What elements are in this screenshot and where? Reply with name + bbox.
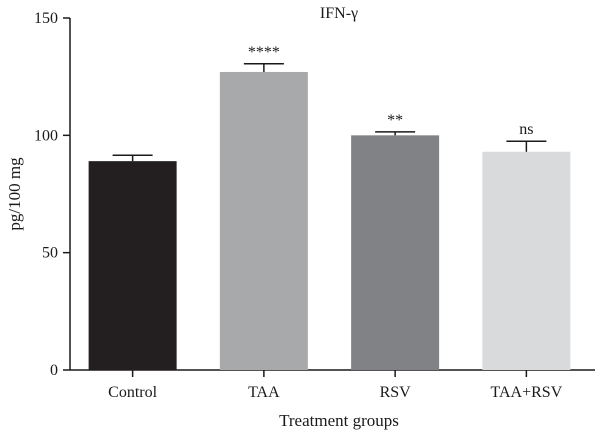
y-tick-label: 100	[34, 127, 58, 144]
y-tick-label: 0	[50, 362, 58, 379]
y-axis-title: pg/100 mg	[5, 157, 24, 231]
bar-taa	[219, 71, 308, 371]
bar-rsv	[351, 135, 440, 370]
significance-label: **	[387, 112, 403, 129]
x-tick-label: TAA	[248, 384, 280, 401]
bar-control	[88, 161, 177, 370]
x-axis: Control TAA RSV TAA+RSV	[70, 369, 595, 401]
error-bars	[112, 63, 547, 162]
significance-label: ns	[519, 121, 533, 138]
y-tick-label: 50	[42, 245, 58, 262]
chart-title: IFN-γ	[320, 5, 358, 22]
x-tick-label: Control	[108, 384, 157, 401]
y-axis: 0 50 100 150	[34, 10, 71, 379]
x-axis-title: Treatment groups	[279, 411, 399, 430]
bars	[88, 71, 571, 371]
x-tick-label: RSV	[380, 384, 412, 401]
significance-label: ****	[248, 44, 280, 61]
bar-taa-rsv	[482, 151, 571, 370]
y-tick-label: 150	[34, 10, 58, 27]
labels: ******ns	[248, 44, 534, 138]
x-tick-label: TAA+RSV	[491, 384, 563, 401]
